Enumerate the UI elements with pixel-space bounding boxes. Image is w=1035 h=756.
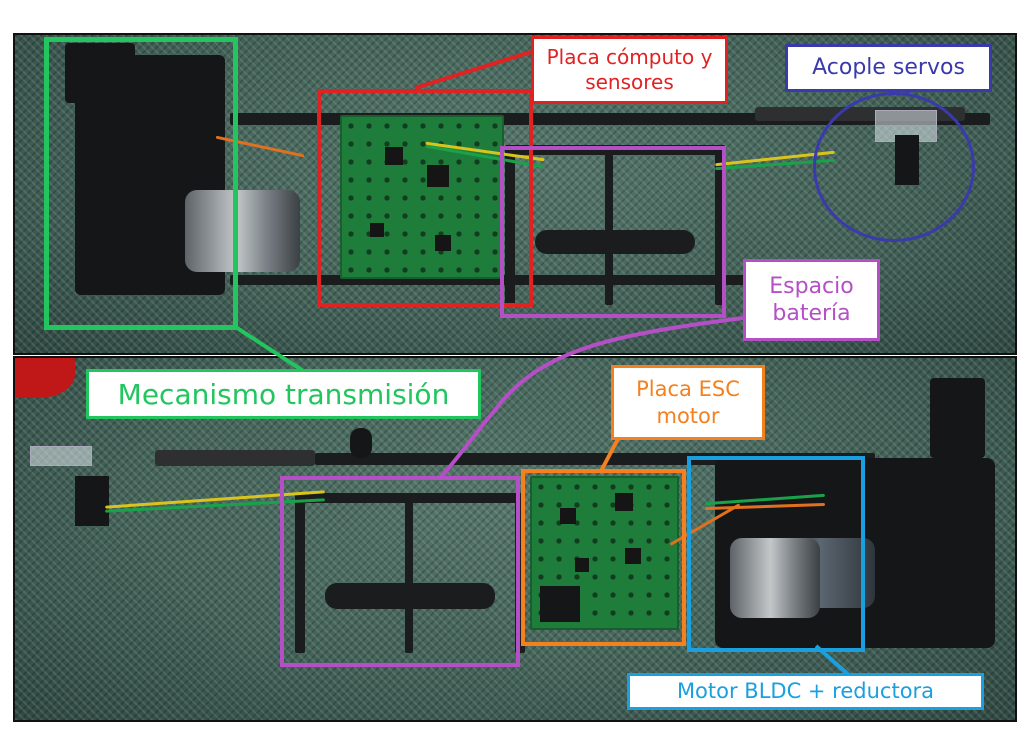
label-espacio-bateria: Espacio batería (743, 259, 880, 341)
label-motor-bldc: Motor BLDC + reductora (627, 673, 984, 710)
box-motor-bldc (687, 456, 865, 652)
connector-orange (598, 436, 621, 474)
box-mecanismo-transmision (44, 37, 238, 330)
compute-board (340, 115, 504, 279)
label-placa-computo: Placa cómputo y sensores (531, 36, 728, 104)
motor-top (185, 190, 300, 272)
motor-bottom (730, 538, 820, 618)
connector-green (232, 324, 307, 374)
box-placa-esc (521, 469, 686, 646)
box-espacio-bateria-bottom (280, 476, 520, 667)
carbon-rod-bottom (155, 450, 315, 466)
connector-purple (438, 316, 744, 480)
label-acople-servos: Acople servos (785, 44, 992, 92)
circle-acople-servos (813, 92, 975, 242)
box-espacio-bateria-top (500, 146, 726, 318)
label-mecanismo-transmision: Mecanismo transmisión (86, 369, 481, 419)
box-placa-computo (317, 89, 533, 307)
label-placa-esc: Placa ESC motor (611, 365, 765, 440)
connector-red (414, 50, 532, 90)
